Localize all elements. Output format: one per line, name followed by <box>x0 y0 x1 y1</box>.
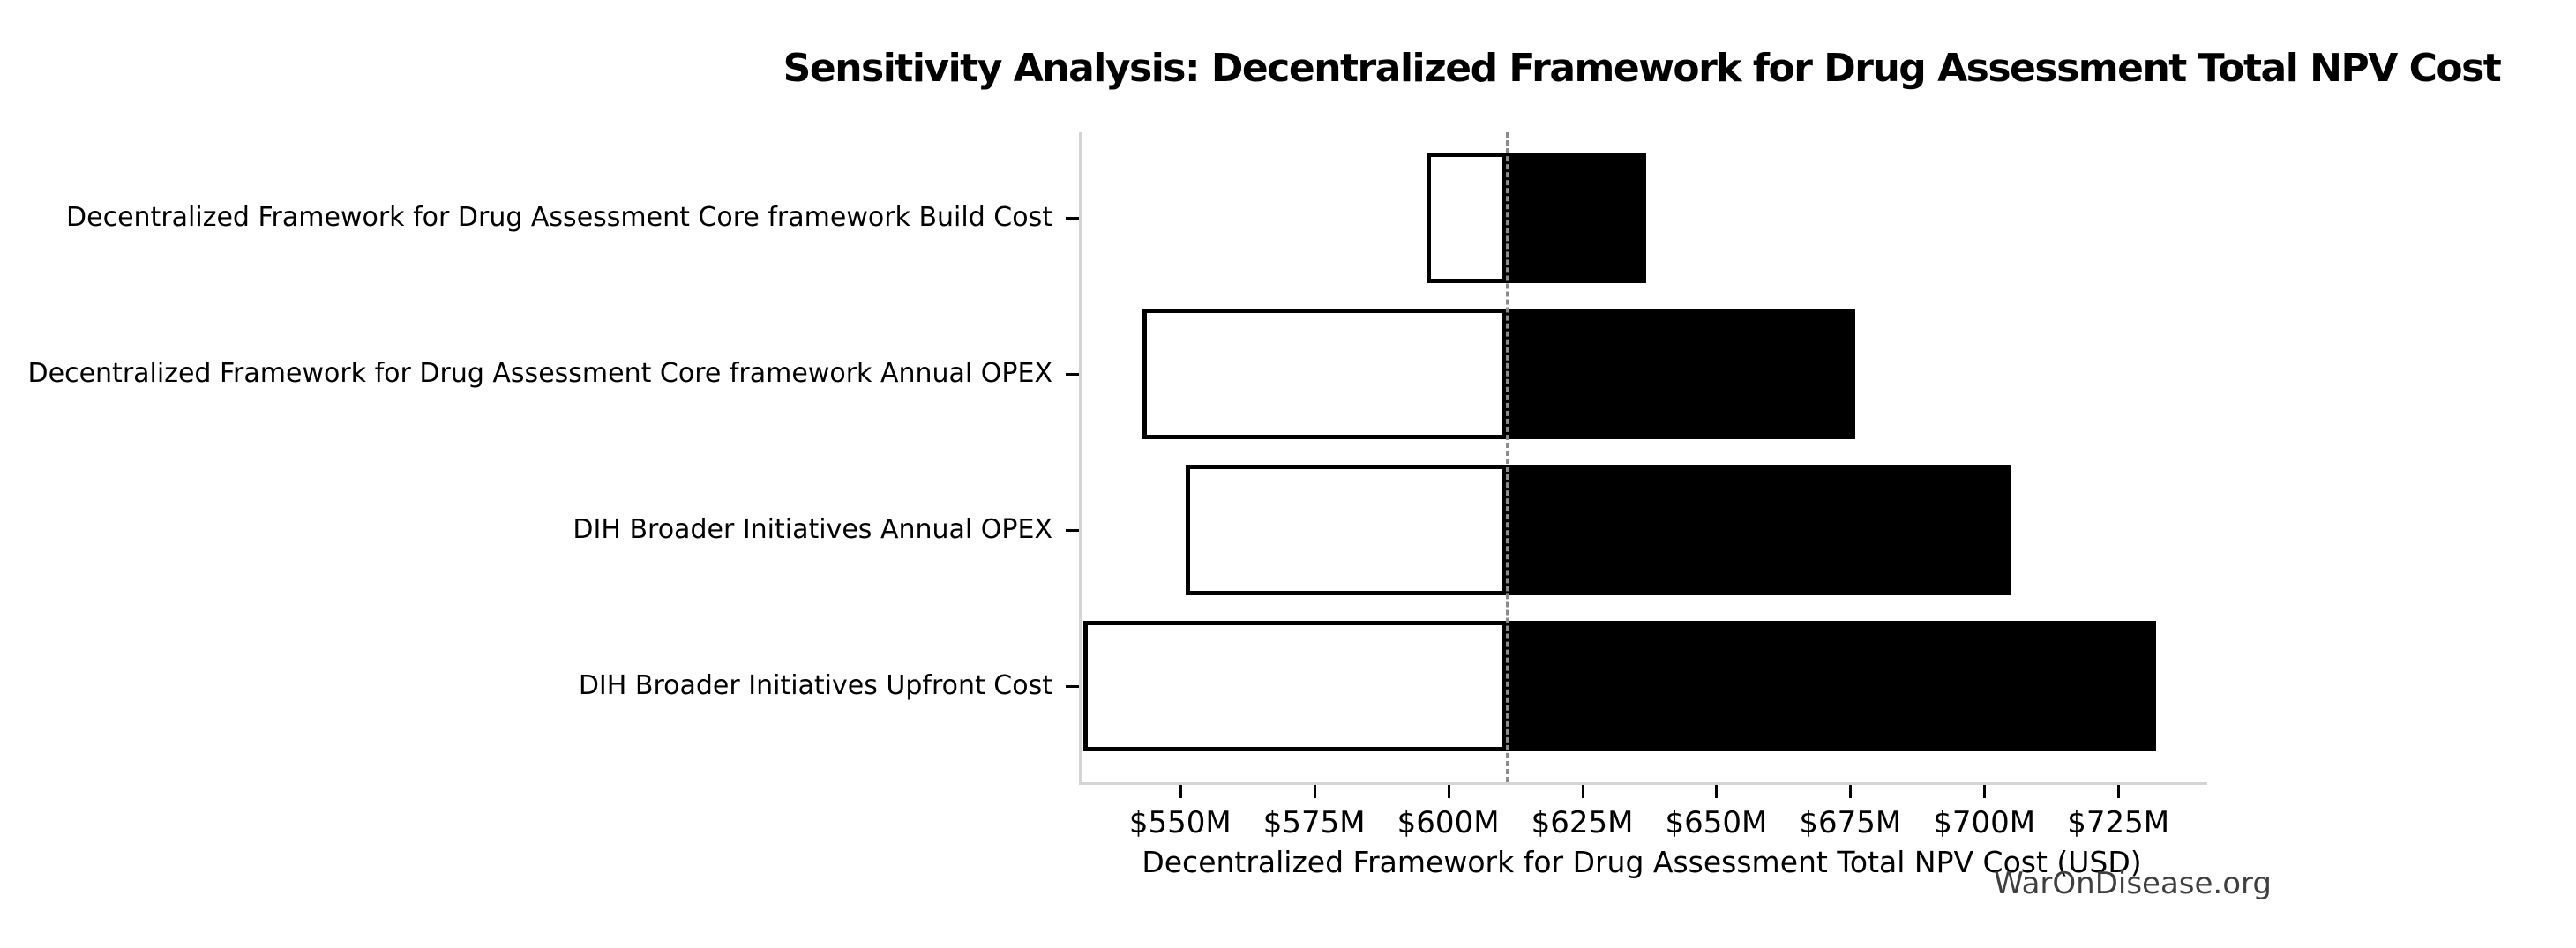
category-label: Decentralized Framework for Drug Assessm… <box>66 202 1052 233</box>
x-tick-mark <box>1447 785 1450 798</box>
tornado-bar-low <box>1083 621 1508 751</box>
tornado-bar-low <box>1427 153 1508 283</box>
x-tick-label: $625M <box>1531 805 1634 840</box>
x-tick-mark <box>1179 785 1182 798</box>
y-tick-mark <box>1066 685 1079 688</box>
x-tick-label: $675M <box>1799 805 1902 840</box>
plot-area: $550M $575M $600M $625M $650M $675M $700M $725M <box>1066 132 2207 840</box>
x-tick-mark <box>1715 785 1719 798</box>
tornado-bar-low <box>1185 465 1508 595</box>
x-tick-label: $700M <box>1933 805 2036 840</box>
y-tick-mark <box>1066 217 1079 220</box>
tornado-bar-high <box>1507 309 1856 439</box>
baseline-dashed-line <box>1506 132 1509 782</box>
x-axis-label: Decentralized Framework for Drug Assessm… <box>1142 845 2142 879</box>
x-tick-mark <box>1581 785 1584 798</box>
x-tick-mark <box>1983 785 1987 798</box>
y-tick-mark <box>1066 529 1079 532</box>
category-label: DIH Broader Initiatives Upfront Cost <box>578 670 1052 701</box>
watermark: WarOnDisease.org <box>1994 866 2272 901</box>
y-tick-mark <box>1066 373 1079 376</box>
category-label: DIH Broader Initiatives Annual OPEX <box>573 514 1052 545</box>
x-tick-mark <box>1849 785 1853 798</box>
tornado-bar-high <box>1507 621 2156 751</box>
x-tick-label: $725M <box>2067 805 2170 840</box>
x-tick-mark <box>1313 785 1316 798</box>
category-label: Decentralized Framework for Drug Assessm… <box>27 358 1052 389</box>
chart-title: Sensitivity Analysis: Decentralized Fram… <box>783 46 2502 91</box>
x-tick-label: $550M <box>1128 805 1232 840</box>
x-tick-label: $650M <box>1665 805 1768 840</box>
x-tick-label: $600M <box>1397 805 1500 840</box>
tornado-bar-low <box>1142 309 1508 439</box>
x-tick-mark <box>2117 785 2121 798</box>
tornado-bar-high <box>1507 153 1647 283</box>
y-axis-labels: Decentralized Framework for Drug Assessm… <box>0 132 1052 782</box>
tornado-bar-high <box>1507 465 2011 595</box>
x-tick-label: $575M <box>1262 805 1366 840</box>
